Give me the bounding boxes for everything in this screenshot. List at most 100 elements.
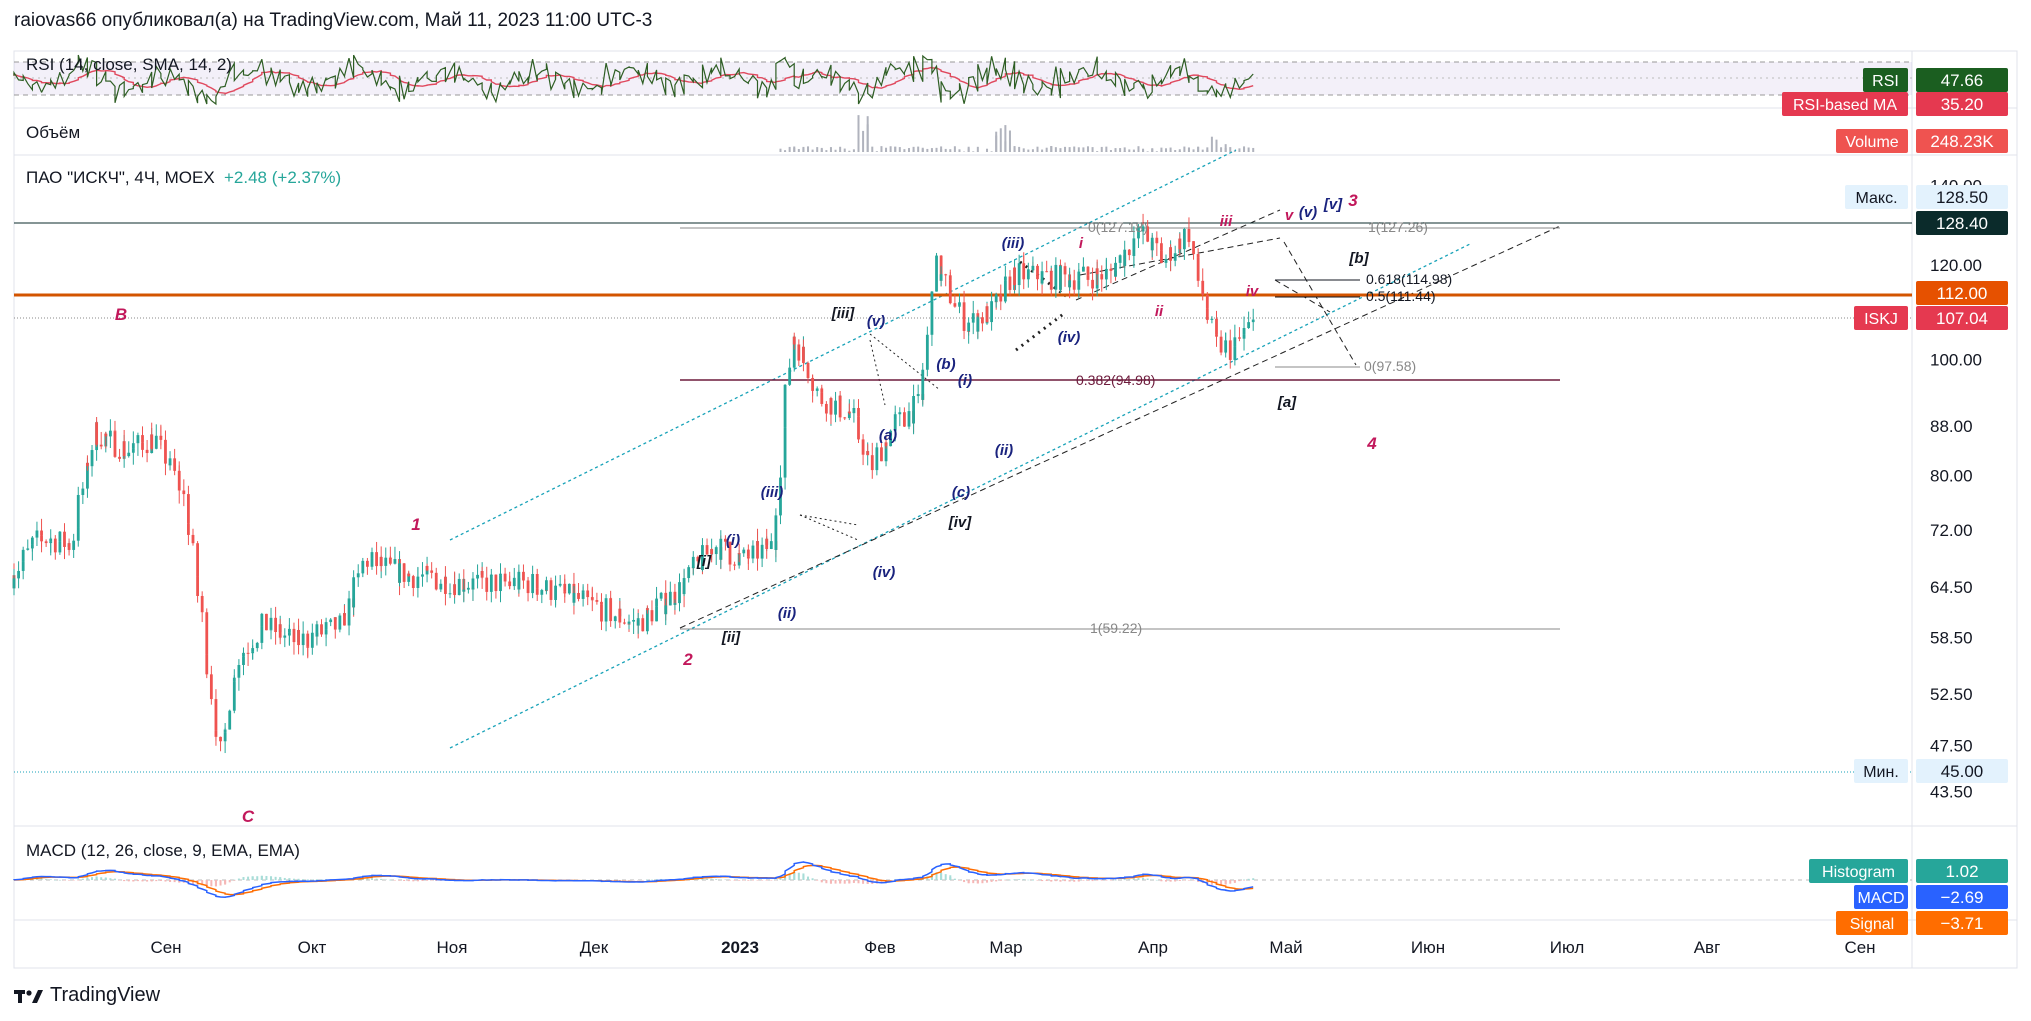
last-price-badge-value-bg: [1916, 306, 2008, 330]
macd-histogram-bar: [1045, 880, 1048, 882]
candle-body: [935, 255, 938, 292]
candle-body: [223, 732, 227, 742]
candle-body: [788, 367, 792, 385]
candle-body: [310, 632, 314, 648]
candle-body: [545, 580, 548, 591]
macd-histogram-bar: [1233, 880, 1236, 882]
volume-bar: [1183, 146, 1186, 152]
min-badge-label: Мин.: [1863, 764, 1899, 781]
macd-histogram-bar: [1068, 880, 1071, 882]
time-label: Сен: [1844, 938, 1875, 957]
candle-body: [485, 577, 489, 592]
candle-body: [613, 616, 617, 622]
candle-body: [921, 369, 925, 400]
candle-body: [1026, 269, 1030, 280]
candle-body: [1155, 237, 1159, 244]
macd-histogram-bar: [696, 878, 699, 880]
macd-histogram-bar: [159, 880, 162, 881]
min-badge-value: 45.00: [1941, 762, 1984, 781]
macd-histogram-bar: [839, 880, 842, 884]
macd-histogram-bar: [398, 880, 401, 881]
candle-body: [549, 580, 553, 600]
rsi-series: [13, 54, 1254, 106]
candle-body: [67, 543, 71, 550]
fib-label: 0(97.58): [1364, 358, 1416, 374]
macd-histogram-bar: [1169, 880, 1172, 882]
candle-body: [366, 560, 369, 567]
candle-body: [489, 574, 493, 576]
candle-body: [90, 450, 94, 467]
volume-bar: [903, 149, 906, 152]
volume-badge-label: Volume: [1845, 134, 1898, 151]
wave-label: (c): [952, 484, 970, 501]
candle-body: [958, 302, 961, 306]
candle-body: [1040, 271, 1044, 284]
candle-body: [232, 681, 236, 711]
macd-histogram-bar: [1151, 879, 1154, 881]
macd-histogram-bar: [1165, 880, 1168, 882]
volume-bar: [1059, 148, 1062, 152]
macd-histogram-bar: [141, 880, 144, 882]
volume-bar: [1036, 146, 1039, 152]
volume-bar: [784, 150, 787, 152]
wave-label: [i]: [696, 553, 712, 570]
candle-body: [21, 549, 25, 562]
macd-histogram-bar: [77, 880, 80, 881]
candle-body: [466, 587, 470, 590]
macd-histogram-bar: [880, 880, 883, 883]
candle-body: [352, 577, 356, 608]
tradingview-logo[interactable]: TradingView: [14, 984, 160, 1007]
macd-histogram-bar: [265, 875, 268, 880]
macd-histogram-bar: [972, 880, 975, 884]
macd-histogram-bar: [1013, 879, 1016, 881]
candle-body: [902, 412, 906, 422]
macd-badge-label: MACD: [1857, 890, 1904, 907]
candle-body: [1017, 263, 1021, 286]
max-badge-value-bg: [1916, 185, 2008, 209]
macd-histogram-bar: [233, 879, 236, 881]
price-tick: 120.00: [1930, 256, 1982, 275]
candle-body: [724, 538, 727, 542]
candle-body: [526, 581, 530, 594]
macd-histogram-bar: [288, 878, 291, 880]
volume-bar: [944, 148, 947, 152]
candle-body: [797, 344, 801, 361]
candle-body: [847, 411, 851, 414]
candle-body: [682, 578, 686, 595]
candle-body: [196, 543, 199, 577]
macd-histogram-bar: [1142, 877, 1145, 880]
candle-body: [659, 592, 663, 599]
volume-bar: [958, 149, 961, 152]
signal-badge-value-bg: [1916, 911, 2008, 935]
volume-bar: [825, 150, 828, 152]
macd-histogram-bar: [650, 879, 653, 881]
candle-body: [40, 535, 43, 542]
candle-body: [1201, 280, 1205, 295]
volume-badge-value-bg: [1916, 129, 2008, 153]
volume-bar: [1100, 146, 1103, 152]
macd-histogram-bar: [274, 876, 277, 880]
candle-body: [857, 416, 860, 440]
macd-histogram-bar: [109, 878, 112, 880]
wave-label: [ii]: [721, 629, 741, 646]
macd-histogram-bar: [58, 879, 61, 881]
candle-body: [645, 608, 649, 611]
candle-body: [673, 591, 677, 605]
macd-histogram-bar: [40, 878, 43, 880]
candle-body: [728, 553, 732, 565]
fib-label: 0.618(114.98): [1366, 271, 1452, 287]
macd-histogram-bar: [366, 878, 369, 880]
macd-histogram-bar: [412, 880, 415, 882]
candle-body: [971, 313, 975, 323]
candle-body: [1182, 229, 1186, 250]
volume-bar: [1132, 149, 1135, 152]
volume-bar: [912, 149, 915, 152]
candle-body: [930, 291, 934, 302]
volume-bar: [926, 148, 929, 152]
candle-body: [1054, 264, 1058, 290]
candle-body: [53, 538, 57, 553]
candle-body: [12, 578, 16, 589]
candle-body: [1072, 280, 1076, 290]
candle-body: [104, 433, 108, 437]
